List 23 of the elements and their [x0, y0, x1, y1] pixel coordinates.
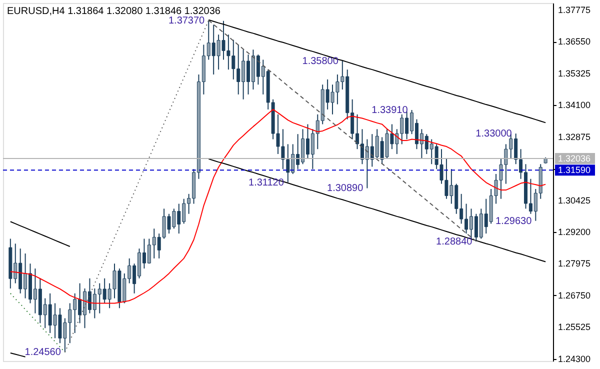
- y-tick-label: 1.35325: [558, 68, 591, 78]
- y-tick-label: 1.24300: [558, 354, 591, 364]
- annotation: 1.33000: [476, 128, 512, 140]
- y-tick-label: 1.27975: [558, 258, 591, 269]
- ref-line-label: 1.31590: [558, 165, 591, 176]
- chart-title: EURUSD,H4 1.31864 1.32080 1.31846 1.32036: [7, 6, 221, 17]
- y-tick-label: 1.37775: [558, 4, 591, 15]
- y-tick-label: 1.25525: [558, 322, 591, 332]
- annotation: 1.35800: [302, 56, 339, 68]
- y-tick-label: 1.32875: [558, 132, 591, 142]
- y-tick-label: 1.26750: [558, 290, 591, 300]
- annotation: 1.29630: [496, 216, 532, 227]
- annotation: 1.30890: [327, 183, 364, 194]
- annotation: 1.33910: [372, 104, 408, 116]
- y-tick-label: 1.29200: [558, 226, 591, 237]
- y-tick-label: 1.30425: [558, 195, 591, 206]
- annotation: 1.24560: [24, 347, 62, 358]
- y-tick-label: 1.36550: [558, 36, 591, 47]
- ref-line-label: 1.32036: [558, 154, 591, 164]
- y-tick-label: 1.34100: [558, 100, 591, 110]
- annotation: 1.37370: [168, 15, 206, 26]
- annotation: 1.28840: [436, 236, 473, 248]
- annotation: 1.31120: [248, 177, 284, 188]
